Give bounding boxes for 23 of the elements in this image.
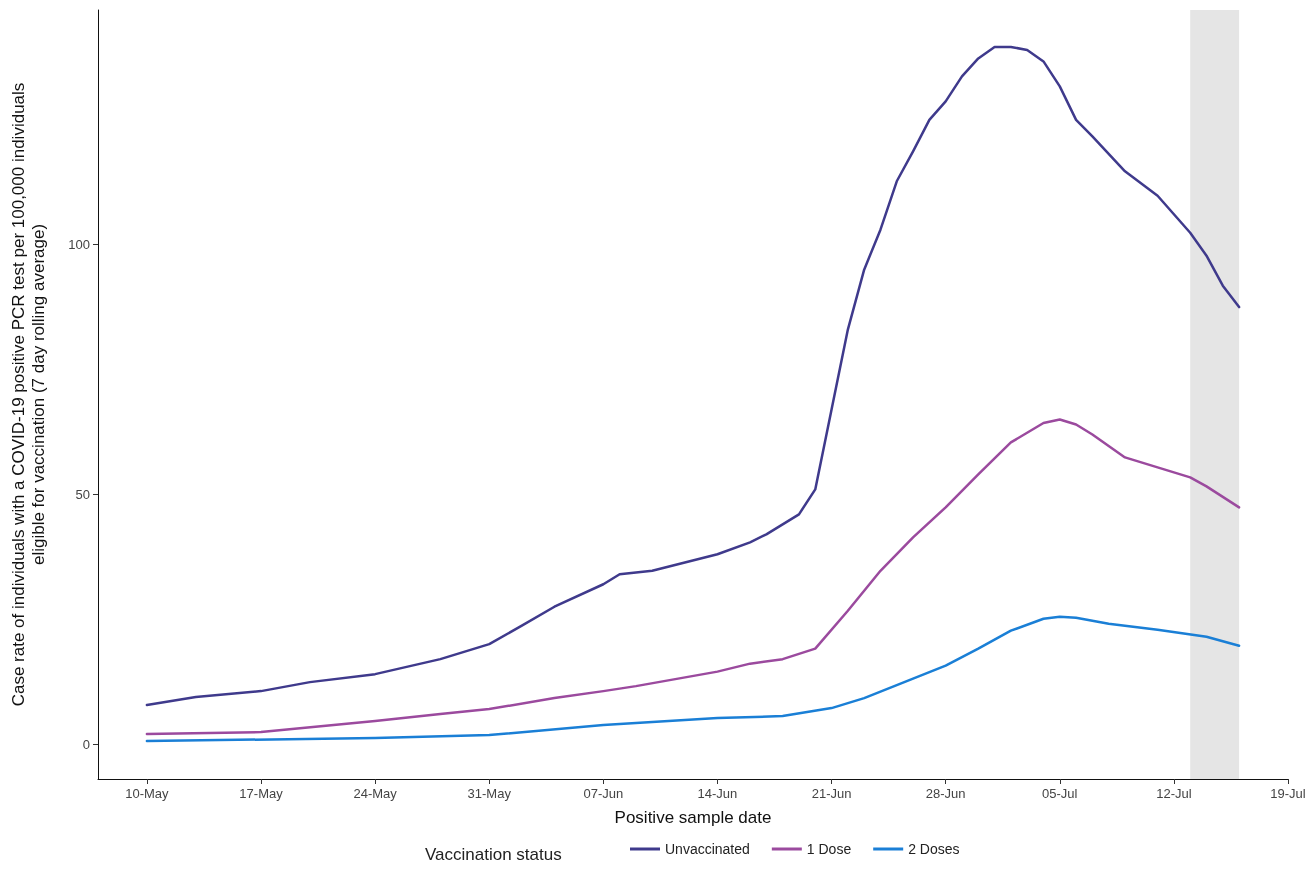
x-tick-label: 07-Jun: [583, 786, 624, 801]
legend-label: 1 Dose: [806, 841, 852, 857]
x-tick-label: 05-Jul: [1042, 786, 1078, 801]
x-tick-label: 10-May: [125, 786, 170, 801]
x-tick-label: 21-Jun: [811, 786, 852, 801]
x-tick-label: 12-Jul: [1156, 786, 1192, 801]
x-tick-label: 17-May: [239, 786, 284, 801]
x-axis-title: Positive sample date: [614, 808, 772, 827]
y-tick-label: 0: [82, 736, 90, 752]
legend-label: 2 Doses: [908, 841, 960, 857]
x-tick-label: 24-May: [353, 786, 398, 801]
x-tick-label: 31-May: [467, 786, 512, 801]
legend-title: Vaccination status: [425, 845, 562, 864]
legend-label: Unvaccinated: [665, 841, 750, 857]
line-series: [145, 45, 1241, 707]
y-tick-label: 100: [68, 237, 90, 253]
y-axis-title: Case rate of individuals with a COVID-19 positive PCR test per 100,000 individuals eligible for vaccination (7 day rolling average): [8, 82, 48, 707]
line-series: [145, 418, 1241, 736]
x-tick-label: 28-Jun: [925, 786, 966, 801]
x-tick-label: 14-Jun: [697, 786, 738, 801]
line-series: [145, 615, 1241, 743]
x-tick-label: 19-Jul: [1270, 786, 1306, 801]
y-tick-label: 50: [75, 486, 90, 502]
